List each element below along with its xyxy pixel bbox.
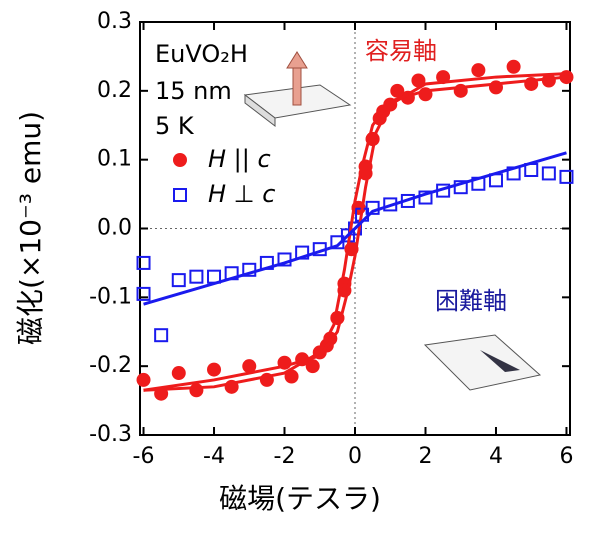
y-tick-label: -0.2 [89, 353, 132, 378]
legend-marker [174, 189, 186, 201]
x-tick-label: 4 [489, 444, 503, 469]
annotation: 15 nm [155, 77, 232, 105]
annotation: 容易軸 [365, 37, 437, 65]
annotation: 困難軸 [435, 287, 507, 315]
square-point [190, 271, 202, 283]
circle-point [172, 366, 186, 380]
y-tick-label: 0.0 [97, 216, 132, 241]
circle-point [137, 373, 151, 387]
y-tick-label: 0.1 [97, 147, 132, 172]
legend-label: H ⊥ c [208, 180, 275, 208]
y-tick-label: -0.3 [89, 422, 132, 447]
x-axis-label: 磁場(テスラ) [219, 482, 381, 515]
circle-point [507, 60, 521, 74]
square-point [155, 329, 167, 341]
x-tick-label: -2 [274, 444, 296, 469]
square-point [173, 274, 185, 286]
x-tick-label: 0 [348, 444, 362, 469]
y-axis-label: 磁化(×10⁻³ emu) [14, 111, 47, 345]
legend-marker [173, 153, 187, 167]
annotation: EuVO₂H [155, 40, 248, 68]
x-tick-label: 2 [418, 444, 432, 469]
inset-easy [245, 52, 350, 126]
y-tick-label: 0.2 [97, 78, 132, 103]
annotation: 5 K [155, 112, 195, 140]
x-tick-label: -6 [133, 444, 155, 469]
y-tick-label: -0.1 [89, 284, 132, 309]
legend-label: H || c [208, 145, 271, 173]
square-point [543, 167, 555, 179]
circle-point [189, 383, 203, 397]
x-tick-label: 6 [559, 444, 573, 469]
y-tick-label: 0.3 [97, 9, 132, 34]
x-tick-label: -4 [203, 444, 225, 469]
circle-point [207, 363, 221, 377]
circle-point [471, 63, 485, 77]
inset-hard [425, 335, 540, 390]
chart: 磁場(テスラ) 磁化(×10⁻³ emu) -6 -4 -2 0 2 4 6 -0.3 -0.2… [0, 0, 599, 533]
circle-point [390, 84, 404, 98]
